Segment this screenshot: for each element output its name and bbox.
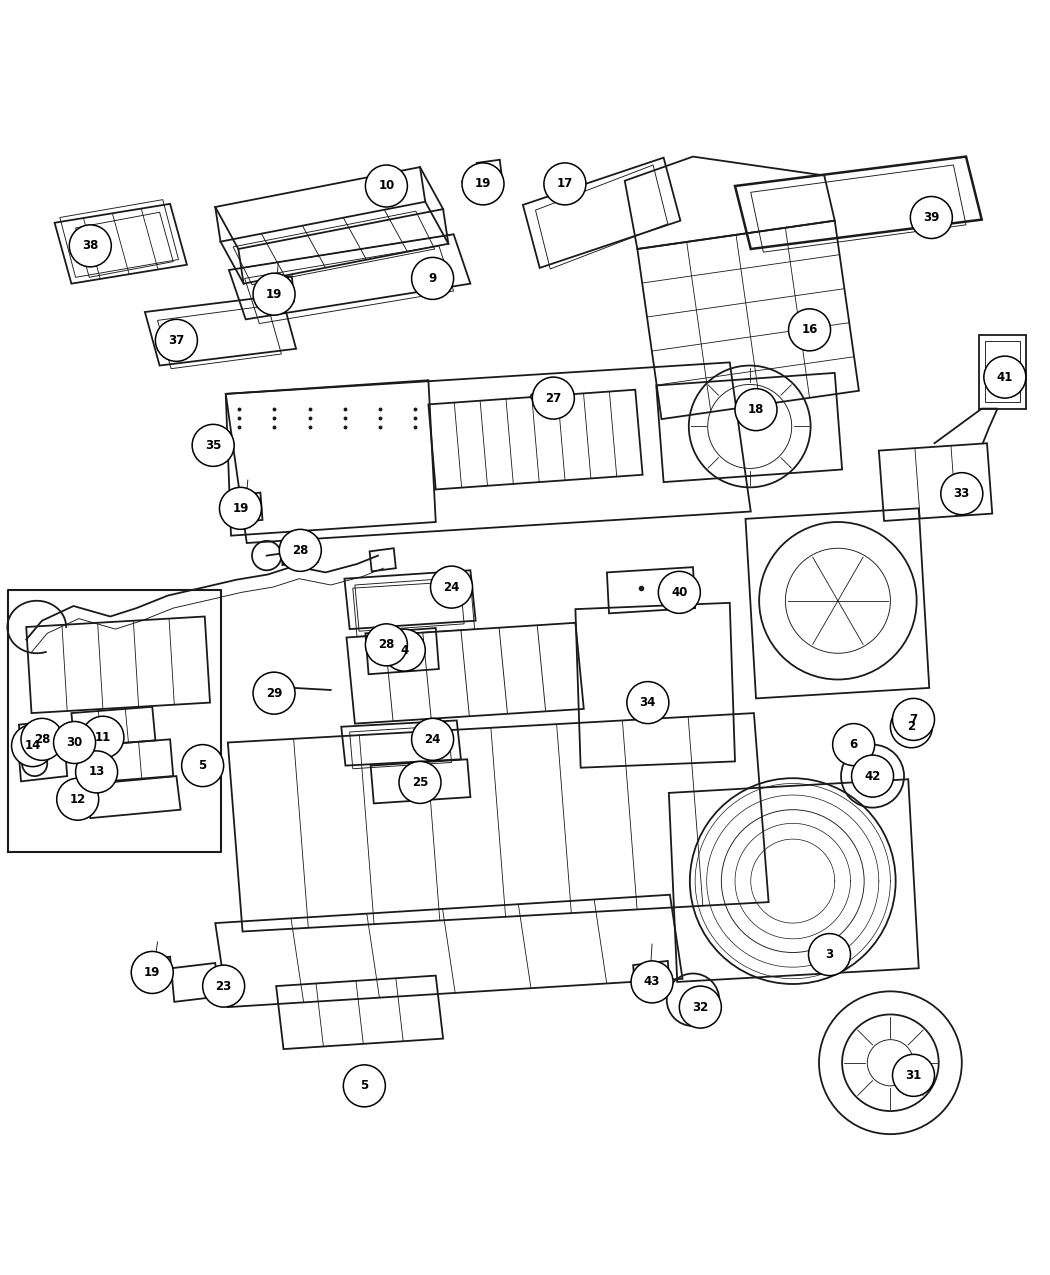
Text: 18: 18 [748,403,764,416]
Circle shape [253,273,295,315]
Circle shape [808,933,850,975]
Text: 5: 5 [360,1080,369,1093]
Text: 14: 14 [24,740,41,752]
Text: 16: 16 [801,324,818,337]
Text: 24: 24 [424,733,441,746]
Circle shape [627,682,669,724]
Circle shape [12,724,54,766]
Text: 43: 43 [644,975,660,988]
Text: 19: 19 [232,502,249,515]
Text: 31: 31 [905,1068,922,1082]
Circle shape [430,566,473,608]
Text: 9: 9 [428,272,437,284]
Circle shape [532,377,574,419]
Circle shape [21,718,63,760]
Text: 19: 19 [475,177,491,190]
Text: 7: 7 [909,713,918,725]
Text: 5: 5 [198,759,207,773]
Circle shape [412,718,454,760]
Circle shape [365,623,407,666]
Circle shape [57,778,99,820]
Circle shape [735,389,777,431]
Text: 4: 4 [400,644,408,657]
Circle shape [343,1065,385,1107]
Text: 34: 34 [639,696,656,709]
Circle shape [833,724,875,765]
Circle shape [412,258,454,300]
Text: 40: 40 [671,585,688,599]
Text: 37: 37 [168,334,185,347]
Text: 27: 27 [545,391,562,404]
Text: 30: 30 [66,736,83,748]
Text: 2: 2 [907,720,916,733]
Text: 19: 19 [144,966,161,979]
Text: 42: 42 [864,770,881,783]
Text: 11: 11 [94,731,111,743]
Text: 6: 6 [849,738,858,751]
Text: 28: 28 [34,733,50,746]
Text: 10: 10 [378,180,395,193]
Circle shape [54,722,96,764]
Circle shape [890,706,932,747]
Text: 32: 32 [692,1001,709,1014]
Circle shape [941,473,983,515]
Circle shape [852,755,894,797]
Circle shape [131,951,173,993]
Text: 28: 28 [292,544,309,557]
Circle shape [679,986,721,1028]
Text: 13: 13 [88,765,105,779]
Circle shape [631,961,673,1003]
Circle shape [892,1054,934,1096]
Circle shape [203,965,245,1007]
Text: 41: 41 [996,371,1013,384]
Text: 17: 17 [556,177,573,190]
Text: 24: 24 [443,580,460,594]
Text: 35: 35 [205,439,222,451]
Text: 29: 29 [266,687,282,700]
Text: 33: 33 [953,487,970,500]
Circle shape [789,309,831,351]
Circle shape [76,751,118,793]
Circle shape [399,761,441,803]
Circle shape [365,164,407,207]
Circle shape [69,224,111,266]
Circle shape [155,319,197,361]
Circle shape [544,163,586,205]
Circle shape [253,672,295,714]
Circle shape [182,745,224,787]
Text: 38: 38 [82,240,99,252]
Text: 12: 12 [69,793,86,806]
Text: 23: 23 [215,979,232,993]
Circle shape [910,196,952,238]
Text: 28: 28 [378,639,395,652]
Circle shape [82,717,124,759]
Text: 39: 39 [923,210,940,224]
Text: 19: 19 [266,288,282,301]
Text: 3: 3 [825,949,834,961]
Circle shape [383,629,425,671]
Circle shape [219,487,261,529]
Circle shape [462,163,504,205]
Circle shape [892,699,934,741]
Text: 25: 25 [412,776,428,789]
Circle shape [984,356,1026,398]
Circle shape [658,571,700,613]
Circle shape [279,529,321,571]
Circle shape [192,425,234,467]
